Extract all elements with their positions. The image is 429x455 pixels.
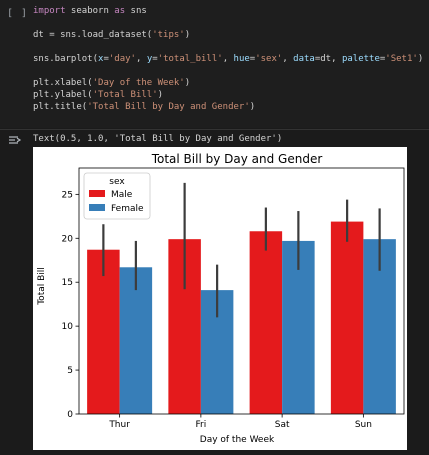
y-tick-label: 25 xyxy=(62,190,73,200)
code-token: plt.xlabel( xyxy=(33,78,93,88)
code-token: 'Total Bill' xyxy=(92,90,158,100)
code-token: = xyxy=(103,54,109,64)
code-token: = xyxy=(249,54,256,64)
bar-male-sat xyxy=(249,231,283,414)
code-token: y xyxy=(146,54,153,64)
x-tick-label-fri: Fri xyxy=(196,420,207,430)
code-token: , xyxy=(135,54,147,64)
output-text: Text(0.5, 1.0, 'Total Bill by Day and Ge… xyxy=(33,134,283,144)
code-token: seaborn xyxy=(65,6,115,16)
code-line: sns.barplot(x='day', y='total_bill', hue… xyxy=(33,54,423,64)
code-token: , xyxy=(282,54,294,64)
code-token: 'Set1' xyxy=(385,54,418,64)
code-token: sns.barplot( xyxy=(33,54,99,64)
code-token: = xyxy=(379,54,386,64)
code-token: ) xyxy=(157,90,164,100)
code-token: 'day' xyxy=(108,54,136,64)
code-token: = xyxy=(152,54,158,64)
code-token: 'total_bill' xyxy=(157,54,223,64)
code-line: dt = sns.load_dataset('tips') xyxy=(33,30,190,40)
code-cell[interactable]: [ ] import seaborn as sns dt = sns.load_… xyxy=(0,0,429,128)
code-line: import seaborn as sns xyxy=(33,6,147,16)
x-tick-label-sat: Sat xyxy=(275,420,290,430)
y-axis-label: Total Bill xyxy=(37,267,47,306)
bar-male-thur xyxy=(87,249,120,414)
code-token: hue xyxy=(233,54,250,64)
code-token: plt.title( xyxy=(33,102,88,112)
code-token: 'Day of the Week' xyxy=(92,78,185,88)
code-token: palette xyxy=(341,54,380,64)
code-token: import xyxy=(33,6,66,16)
code-token: 'Total Bill by Day and Gender' xyxy=(87,102,250,112)
chart-figure: Total Bill by Day and Gender Day of the … xyxy=(33,147,407,450)
code-token: 'sex' xyxy=(255,54,283,64)
run-cell-button[interactable]: [ ] xyxy=(7,8,29,19)
plot-frame xyxy=(78,167,405,415)
y-tick-label: 15 xyxy=(62,278,73,288)
output-toggle-icon[interactable] xyxy=(8,135,22,145)
code-token: x xyxy=(98,54,104,64)
code-token: , xyxy=(222,54,234,64)
x-tick-label-sun: Sun xyxy=(355,420,372,430)
code-token: ) xyxy=(417,54,424,64)
code-line: plt.xlabel('Day of the Week') xyxy=(33,78,190,88)
code-token: =dt, xyxy=(314,54,342,64)
code-token: ) xyxy=(184,78,191,88)
code-editor[interactable]: import seaborn as sns dt = sns.load_data… xyxy=(33,5,423,113)
y-tick-label: 5 xyxy=(67,366,73,376)
legend-swatch-female xyxy=(89,204,105,211)
code-token: as xyxy=(114,6,126,16)
y-tick-label: 10 xyxy=(62,322,74,332)
code-token: sns xyxy=(125,6,147,16)
bar-female-thur xyxy=(119,267,153,414)
x-tick-label-thur: Thur xyxy=(108,420,130,430)
code-token: plt.ylabel( xyxy=(33,90,93,100)
code-line: plt.ylabel('Total Bill') xyxy=(33,90,163,100)
y-tick-label: 20 xyxy=(62,234,74,244)
code-token: 'tips' xyxy=(152,30,185,40)
legend-swatch-male xyxy=(89,190,105,197)
legend-label-female: Female xyxy=(111,204,144,214)
cell-divider xyxy=(0,129,429,130)
code-token: ) xyxy=(249,102,256,112)
y-tick-label: 0 xyxy=(67,410,73,420)
chart-title: Total Bill by Day and Gender xyxy=(151,152,323,166)
bar-chart: Total Bill by Day and Gender Day of the … xyxy=(37,152,405,445)
x-axis-label: Day of the Week xyxy=(200,435,275,445)
code-token: dt = sns.load_dataset( xyxy=(33,30,153,40)
legend-title: sex xyxy=(109,177,125,187)
code-token: data xyxy=(293,54,315,64)
code-line: plt.title('Total Bill by Day and Gender'… xyxy=(33,102,255,112)
bar-male-sun xyxy=(330,221,364,414)
code-token: ) xyxy=(184,30,191,40)
legend-label-male: Male xyxy=(111,190,133,200)
